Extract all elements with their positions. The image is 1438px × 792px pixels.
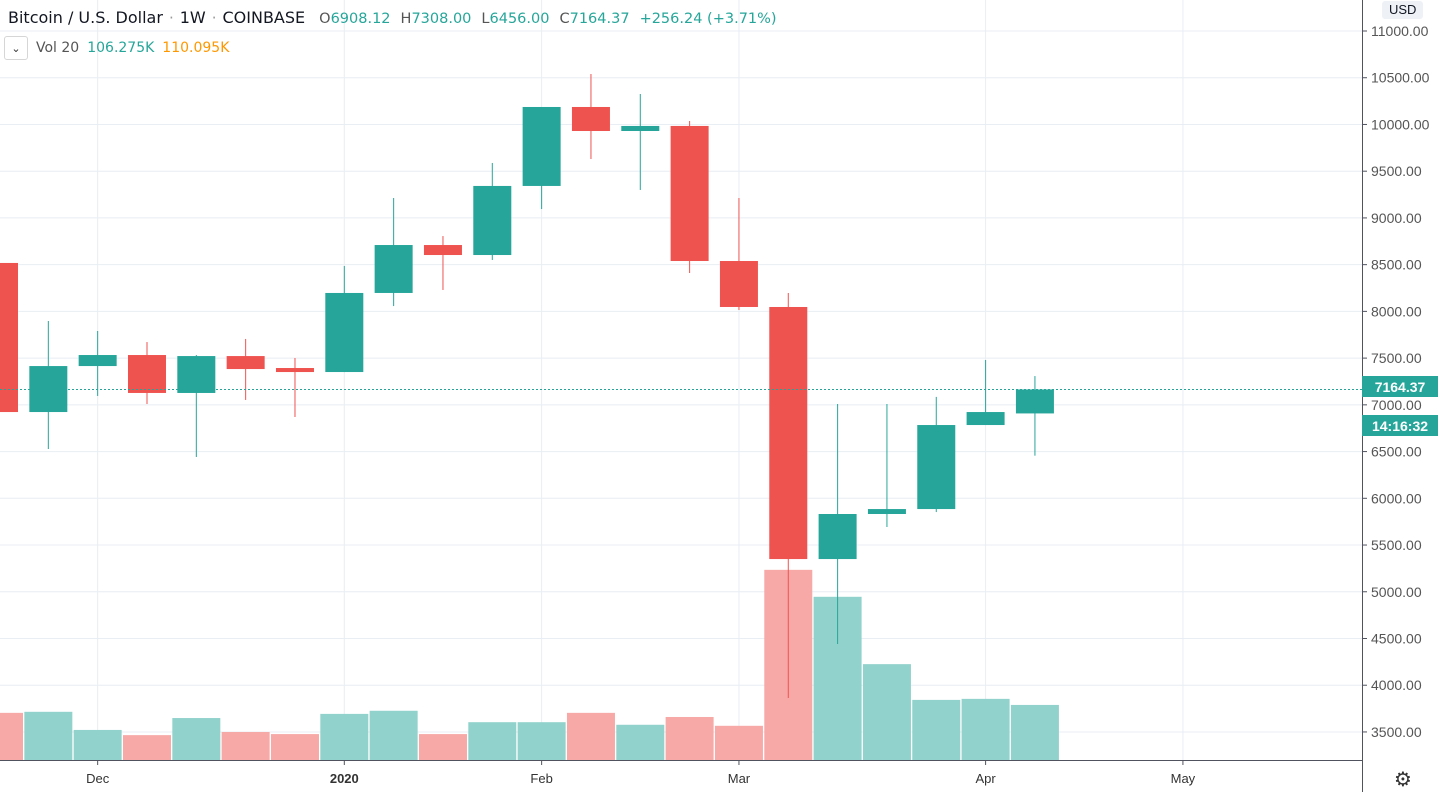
volume-bar (0, 712, 23, 760)
volume-bar (122, 735, 171, 760)
price-tick-label: 8500.00 (1371, 257, 1422, 273)
volume-bar (320, 713, 369, 760)
low-label: L (481, 11, 490, 27)
candle-body (571, 106, 610, 132)
candle-body (127, 355, 166, 393)
volume-bar (172, 718, 221, 760)
volume-bar (961, 698, 1010, 760)
price-tick-label: 3500.00 (1371, 724, 1422, 740)
price-tick-label: 4500.00 (1371, 630, 1422, 646)
candle-body (325, 292, 364, 373)
exchange: COINBASE (222, 8, 306, 27)
volume-bar (270, 734, 319, 760)
ohlc-values: O6908.12 H7308.00 L6456.00 C7164.37 +256… (319, 11, 776, 27)
time-tick-label: 2020 (330, 771, 359, 786)
price-tick-label: 11000.00 (1371, 23, 1429, 39)
candle-body (966, 412, 1005, 426)
volume-bar (665, 716, 714, 760)
open-label: O (319, 11, 331, 27)
candle-body (374, 245, 413, 293)
open-value: 6908.12 (330, 11, 391, 27)
volume-ma-value: 110.095K (162, 40, 230, 56)
settings-gear-icon[interactable]: ⚙ (1394, 767, 1412, 791)
time-tick-label: Apr (975, 771, 996, 786)
candle-body (818, 514, 857, 560)
volume-bar (369, 710, 418, 760)
candle-body (0, 262, 18, 413)
volume-bar (221, 732, 270, 760)
candle-body (621, 125, 660, 132)
price-tick-label: 4000.00 (1371, 677, 1422, 693)
last-price-tag: 7164.37 (1362, 376, 1438, 397)
time-tick-label: May (1171, 771, 1196, 786)
candle-body (670, 125, 709, 262)
candle-body (719, 261, 758, 307)
candle-body (78, 355, 117, 367)
volume-bar (24, 711, 73, 760)
time-tick-label: Dec (86, 771, 110, 786)
collapse-chevron-icon[interactable]: ⌄ (4, 36, 28, 60)
price-tick-label: 7500.00 (1371, 350, 1422, 366)
candle-body (473, 185, 512, 256)
candle-body (1015, 389, 1054, 414)
high-value: 7308.00 (411, 11, 472, 27)
low-value: 6456.00 (489, 11, 550, 27)
price-tick-label: 9500.00 (1371, 163, 1422, 179)
time-tick-label: Feb (530, 771, 552, 786)
candle-body (423, 245, 462, 256)
volume-value: 106.275K (87, 40, 155, 56)
price-tick-label: 5000.00 (1371, 584, 1422, 600)
volume-bar (862, 664, 911, 760)
price-tick-label: 7000.00 (1371, 397, 1422, 413)
volume-bar (73, 729, 122, 760)
price-tick-label: 9000.00 (1371, 210, 1422, 226)
candle-body (522, 106, 561, 186)
price-tick-label: 6000.00 (1371, 490, 1422, 506)
candle-body (275, 368, 314, 373)
bar-countdown-tag: 14:16:32 (1362, 415, 1438, 436)
volume-label[interactable]: Vol 20 (36, 40, 80, 56)
symbol-name[interactable]: Bitcoin / U.S. Dollar (8, 8, 163, 27)
volume-bar (616, 724, 665, 760)
volume-bar (418, 734, 467, 760)
volume-bar (1010, 704, 1059, 760)
candle-body (867, 509, 906, 515)
candle-body (917, 425, 956, 510)
price-tick-label: 8000.00 (1371, 303, 1422, 319)
price-tick-label: 10500.00 (1371, 70, 1430, 86)
close-value: 7164.37 (569, 11, 630, 27)
price-tick-label: 5500.00 (1371, 537, 1422, 553)
volume-bar (714, 725, 763, 760)
interval[interactable]: 1W (179, 8, 206, 27)
separator: · (168, 9, 174, 27)
candle-body (769, 306, 808, 560)
symbol-legend: Bitcoin / U.S. Dollar · 1W · COINBASE O6… (8, 8, 777, 27)
volume-bar (517, 722, 566, 760)
change-value: +256.24 (+3.71%) (639, 11, 777, 27)
price-tick-label: 6500.00 (1371, 444, 1422, 460)
separator: · (211, 9, 217, 27)
high-label: H (400, 11, 412, 27)
volume-bar (566, 712, 615, 760)
volume-bar (468, 722, 517, 760)
close-label: C (559, 11, 570, 27)
volume-bar (912, 699, 961, 760)
currency-button[interactable]: USD (1382, 1, 1424, 19)
candle-body (226, 356, 265, 370)
time-tick-label: Mar (728, 771, 751, 786)
price-tick-label: 10000.00 (1371, 116, 1430, 132)
volume-legend: ⌄ Vol 20 106.275K 110.095K (4, 36, 229, 60)
candle-body (177, 356, 216, 393)
